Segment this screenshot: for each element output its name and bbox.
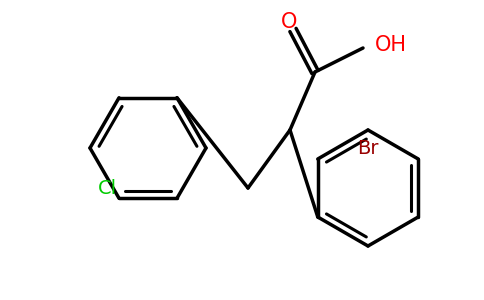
Text: Cl: Cl: [97, 179, 117, 198]
Text: Br: Br: [357, 139, 379, 158]
Text: O: O: [281, 12, 297, 32]
Text: OH: OH: [375, 35, 407, 55]
